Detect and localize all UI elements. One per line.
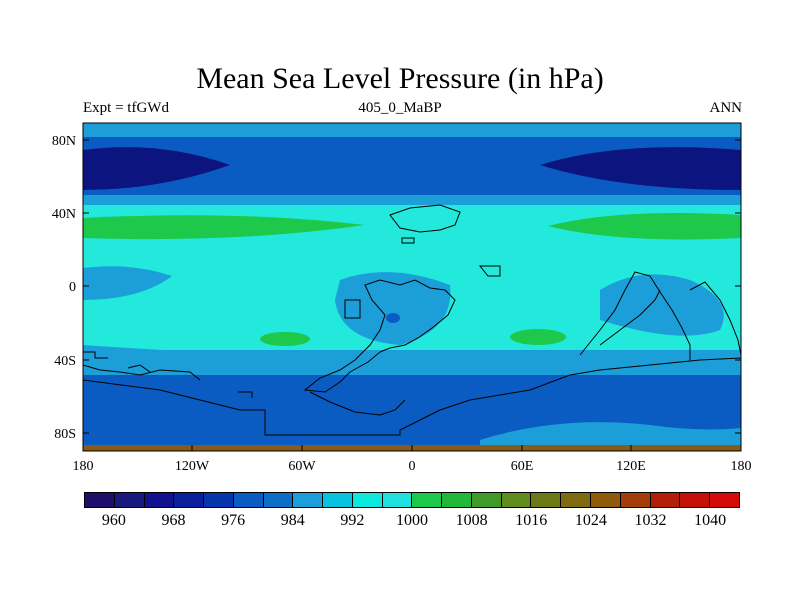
colorbar-label: 976 (221, 512, 246, 529)
west-trough (83, 266, 172, 300)
colorbar-swatch (591, 493, 621, 507)
band-north-center (230, 156, 540, 191)
south-west-coast (82, 364, 201, 381)
lon-tick-marks (191, 445, 632, 451)
polar-band-north (83, 123, 741, 137)
band-south-shape (83, 345, 741, 375)
low-north-west (83, 147, 230, 190)
colorbar-label: 968 (161, 512, 186, 529)
colorbar-swatch (620, 493, 651, 507)
lat-label-80s: 80S (54, 427, 76, 442)
colorbar-label: 1008 (455, 512, 488, 529)
colorbar-label: 1032 (634, 512, 667, 529)
colorbar-swatch (204, 493, 234, 507)
far-east-coast (689, 281, 742, 356)
colorbar-swatch (650, 493, 681, 507)
lon-labels: 180 120W 60W 0 60E 120E 180 (73, 459, 752, 474)
colorbar-swatch (710, 493, 739, 507)
gondwana-coast (82, 357, 742, 436)
colorbar-swatch (561, 493, 592, 507)
lon-label-120e: 120E (616, 459, 646, 474)
colorbar-label: 1016 (515, 512, 548, 529)
west-islands (127, 364, 151, 373)
high-west (83, 215, 365, 240)
small-island (401, 237, 415, 244)
lat-label-40n: 40N (52, 207, 76, 222)
band-north-trans (83, 195, 741, 205)
colorbar-swatch (263, 493, 294, 507)
colorbar-label: 992 (340, 512, 365, 529)
experiment-label: Expt = tfGWd (83, 100, 169, 116)
colorbar-swatch (293, 493, 324, 507)
low-north-east (540, 147, 741, 190)
mid-islands (238, 391, 253, 398)
east-inner-coast (599, 289, 661, 346)
colorbar-label: 1000 (396, 512, 428, 529)
colorbar-swatch (323, 493, 353, 507)
tethys-island (478, 265, 501, 277)
coastlines (82, 204, 742, 436)
colorbar-swatch (233, 493, 264, 507)
east-continent (579, 271, 691, 360)
colorbar-label: 960 (101, 512, 126, 529)
pressure-field (83, 123, 741, 451)
band-south-pole (480, 422, 741, 445)
high-east (548, 213, 741, 240)
pangea-low (335, 272, 451, 345)
map-title: Mean Sea Level Pressure (in hPa) (196, 62, 604, 95)
lon-label-180e: 180 (731, 459, 752, 474)
high-south-west (260, 332, 310, 346)
lon-label-120w: 120W (175, 459, 210, 474)
lon-label-60e: 60E (511, 459, 534, 474)
colorbar-label: 984 (280, 512, 305, 529)
colorbar-swatch (442, 493, 472, 507)
colorbar-swatch (144, 493, 175, 507)
colorbar-label: 1024 (574, 512, 607, 529)
southern-continent-coast (309, 391, 406, 416)
colorbar-swatch (680, 493, 711, 507)
colorbar-swatch (531, 493, 562, 507)
colorbar-swatch (85, 493, 115, 507)
colorbar-swatch (114, 493, 145, 507)
lon-label-0: 0 (409, 459, 416, 474)
lon-label-180w: 180 (73, 459, 94, 474)
high-south-east (510, 329, 566, 345)
lon-label-60w: 60W (288, 459, 316, 474)
lat-labels: 80N 40N 0 40S 80S (52, 134, 76, 442)
colorbar-swatch (412, 493, 443, 507)
colorbar-swatch (471, 493, 502, 507)
colorbar-label: 1040 (694, 512, 727, 529)
lat-label-40s: 40S (54, 354, 76, 369)
colorbar-swatch (501, 493, 532, 507)
colorbar-swatch (382, 493, 413, 507)
east-trough (600, 274, 724, 336)
lat-label-80n: 80N (52, 134, 76, 149)
inland-lake (344, 299, 361, 319)
pangea-coast (303, 279, 456, 393)
colorbar-swatch (352, 493, 383, 507)
north-island (389, 204, 461, 233)
colorbar-swatch (174, 493, 205, 507)
colorbar (84, 492, 740, 508)
lat-tick-marks (83, 139, 741, 434)
lat-label-0: 0 (69, 280, 76, 295)
west-edge-coast (83, 351, 108, 359)
season-label: ANN (709, 100, 743, 116)
age-label: 405_0_MaBP (358, 100, 442, 116)
pangea-low-core (386, 313, 400, 323)
